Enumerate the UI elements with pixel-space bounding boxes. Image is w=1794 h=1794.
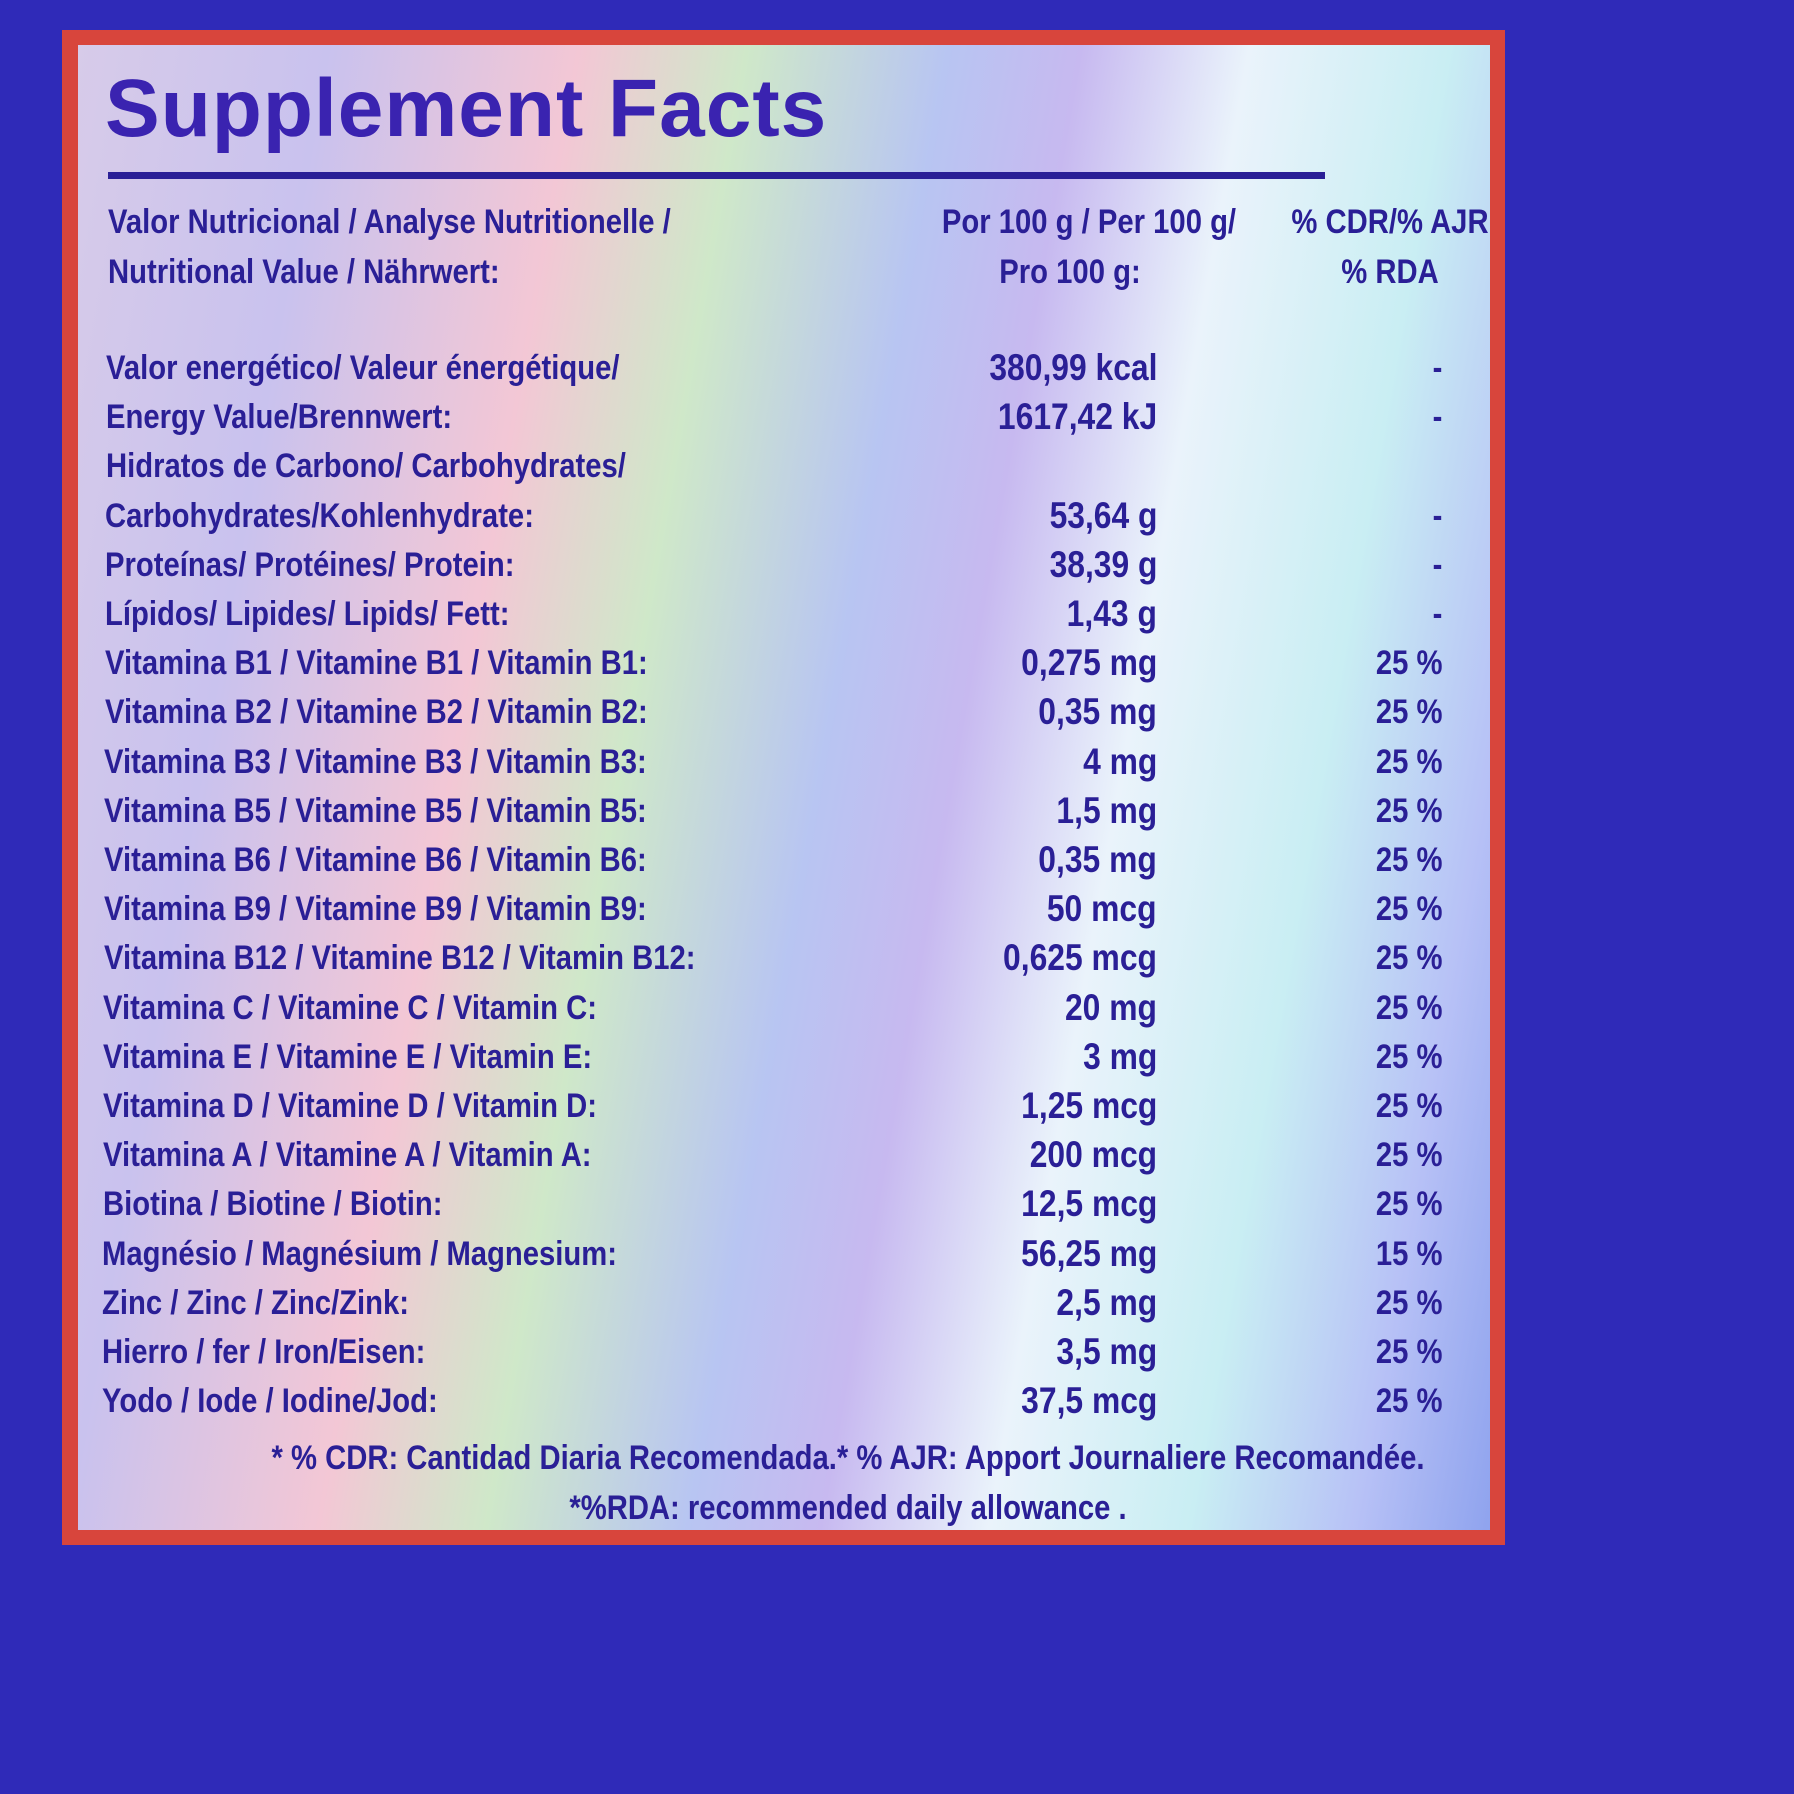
nutrient-label: Vitamina B12 / Vitamine B12 / Vitamin B1… <box>103 939 696 978</box>
nutrient-label: Vitamina B9 / Vitamine B9 / Vitamin B9: <box>103 890 647 929</box>
nutrient-label: Proteínas/ Protéines/ Protein: <box>105 545 515 584</box>
nutrient-rda: 25 % <box>1375 1382 1442 1421</box>
nutrient-rda: 25 % <box>1375 988 1442 1027</box>
nutrient-label: Vitamina B6 / Vitamine B6 / Vitamin B6: <box>104 841 647 879</box>
title: Supplement Facts <box>105 63 828 154</box>
nutrient-label: Vitamina B2 / Vitamine B2 / Vitamin B2: <box>104 693 648 732</box>
nutrient-rda: 25 % <box>1375 1185 1442 1224</box>
nutrient-label: Valor energético/ Valeur énergétique/ <box>106 349 620 387</box>
nutrient-label: Vitamina B1 / Vitamine B1 / Vitamin B1: <box>104 644 648 683</box>
nutrient-rda: 25 % <box>1375 1283 1442 1322</box>
nutrient-amount: 1,43 g <box>1066 593 1157 634</box>
nutrient-rda: - <box>1432 496 1442 535</box>
nutrient-amount: 4 mg <box>1082 740 1157 782</box>
nutrient-amount: 1,25 mcg <box>1020 1085 1157 1126</box>
nutrient-rda: 25 % <box>1375 1136 1442 1175</box>
nutrient-rda: 25 % <box>1375 1333 1442 1371</box>
nutrient-rda: 25 % <box>1375 1037 1442 1076</box>
title-rule <box>108 172 1325 179</box>
nutrient-amount: 0,625 mcg <box>1003 937 1157 979</box>
header-amount: Por 100 g / Per 100 g/ <box>941 203 1236 241</box>
nutrient-label: Vitamina C / Vitamine C / Vitamin C: <box>103 988 598 1027</box>
nutrient-amount: 3 mg <box>1082 1035 1157 1077</box>
nutrient-amount: 38,39 g <box>1049 543 1157 585</box>
nutrient-amount: 0,35 mg <box>1038 839 1157 880</box>
nutrient-rda: 25 % <box>1375 939 1442 978</box>
nutrient-amount: 12,5 mcg <box>1020 1183 1157 1225</box>
nutrient-label: Vitamina B3 / Vitamine B3 / Vitamin B3: <box>104 742 648 781</box>
nutrient-label: Yodo / Iode / Iodine/Jod: <box>101 1382 438 1421</box>
nutrient-label: Biotina / Biotine / Biotin: <box>102 1185 443 1224</box>
nutrient-rda: 25 % <box>1375 841 1442 879</box>
header-nutrient: Nutritional Value / Nährwert: <box>108 253 500 291</box>
nutrient-amount: 37,5 mcg <box>1020 1380 1157 1422</box>
nutrient-rda: 25 % <box>1375 890 1442 929</box>
nutrient-amount: 3,5 mg <box>1056 1331 1157 1372</box>
nutrient-rda: 25 % <box>1375 742 1442 781</box>
footnote: * % CDR: Cantidad Diaria Recomendada.* %… <box>271 1439 1425 1477</box>
nutrient-rda: 25 % <box>1375 791 1442 830</box>
nutrient-label: Vitamina B5 / Vitamine B5 / Vitamin B5: <box>104 791 647 830</box>
header-rda: % CDR/% AJR <box>1291 203 1489 241</box>
nutrient-label: Vitamina D / Vitamine D / Vitamin D: <box>103 1087 597 1125</box>
nutrient-label: Energy Value/Brennwert: <box>105 398 452 437</box>
footnote: *%RDA: recommended daily allowance . <box>569 1489 1127 1527</box>
nutrient-amount: 200 mcg <box>1029 1134 1157 1176</box>
nutrient-amount: 1,5 mg <box>1056 789 1157 831</box>
nutrient-rda: - <box>1432 595 1442 633</box>
nutrient-label: Zinc / Zinc / Zinc/Zink: <box>102 1283 410 1322</box>
nutrient-amount: 50 mcg <box>1047 888 1157 930</box>
nutrient-rda: 15 % <box>1375 1234 1442 1273</box>
nutrient-rda: - <box>1432 398 1442 437</box>
nutrient-amount: 2,5 mg <box>1056 1281 1157 1323</box>
nutrient-label: Lípidos/ Lipides/ Lipids/ Fett: <box>105 595 510 633</box>
nutrient-label: Carbohydrates/Kohlenhydrate: <box>105 496 535 535</box>
header-nutrient: Valor Nutricional / Analyse Nutritionell… <box>108 203 671 241</box>
nutrient-amount: 380,99 kcal <box>988 347 1157 388</box>
nutrient-rda: 25 % <box>1375 1087 1442 1125</box>
nutrient-label: Hierro / fer / Iron/Eisen: <box>102 1333 426 1371</box>
nutrient-amount: 0,35 mg <box>1038 691 1157 733</box>
nutrient-amount: 53,64 g <box>1049 494 1157 536</box>
nutrient-label: Hidratos de Carbono/ Carbohydrates/ <box>105 447 626 486</box>
nutrient-label: Vitamina A / Vitamine A / Vitamin A: <box>102 1136 592 1175</box>
nutrient-rda: - <box>1432 349 1442 387</box>
nutrient-rda: 25 % <box>1375 644 1442 683</box>
nutrient-amount: 1617,42 kJ <box>997 396 1157 438</box>
nutrient-amount: 56,25 mg <box>1020 1232 1157 1274</box>
nutrient-amount: 0,275 mg <box>1020 642 1157 684</box>
nutrient-rda: - <box>1432 545 1442 584</box>
header-rda: % RDA <box>1341 253 1439 291</box>
nutrient-rda: 25 % <box>1375 693 1442 732</box>
header-amount: Pro 100 g: <box>999 253 1141 291</box>
nutrient-amount: 20 mg <box>1065 986 1157 1028</box>
nutrient-label: Vitamina E / Vitamine E / Vitamin E: <box>103 1037 593 1076</box>
nutrient-label: Magnésio / Magnésium / Magnesium: <box>102 1234 618 1273</box>
label-panel <box>78 45 1490 1530</box>
